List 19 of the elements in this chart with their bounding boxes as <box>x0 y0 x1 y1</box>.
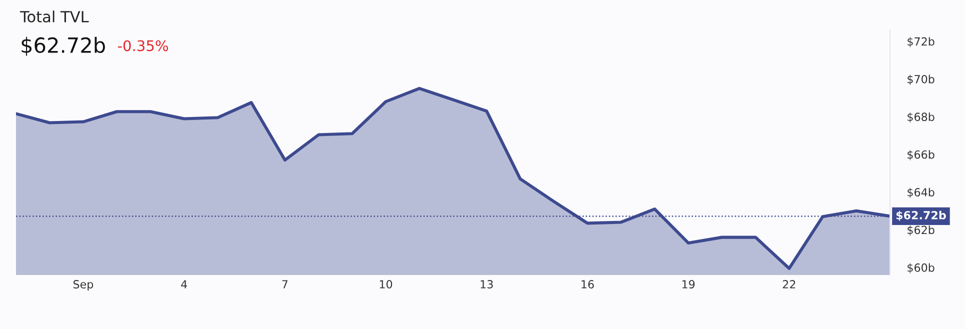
y-tick-label: $68b <box>908 112 934 123</box>
x-tick-label: 13 <box>480 280 493 288</box>
y-tick-label: $64b <box>908 188 934 198</box>
x-tick-label: 10 <box>380 280 392 288</box>
chart-title: Total TVL <box>20 10 89 22</box>
y-tick-label: $70b <box>908 74 934 85</box>
y-tick-label: $62b <box>908 226 934 236</box>
annotation: -0.35% <box>118 40 168 52</box>
x-tick-label: 4 <box>181 280 187 288</box>
ref-line-label: $62.72b <box>896 210 946 221</box>
y-tick-label: $66b <box>908 150 934 160</box>
y-tick-label: $72b <box>908 37 934 48</box>
y-tick-label: $60b <box>908 263 934 274</box>
chart-subtitle: $62.72b <box>22 36 105 56</box>
x-tick-label: 19 <box>682 280 695 288</box>
x-tick-label: 7 <box>282 280 288 288</box>
x-tick-label: 16 <box>582 280 594 288</box>
x-tick-label: Sep <box>73 280 94 291</box>
x-tick-label: 22 <box>782 280 796 288</box>
